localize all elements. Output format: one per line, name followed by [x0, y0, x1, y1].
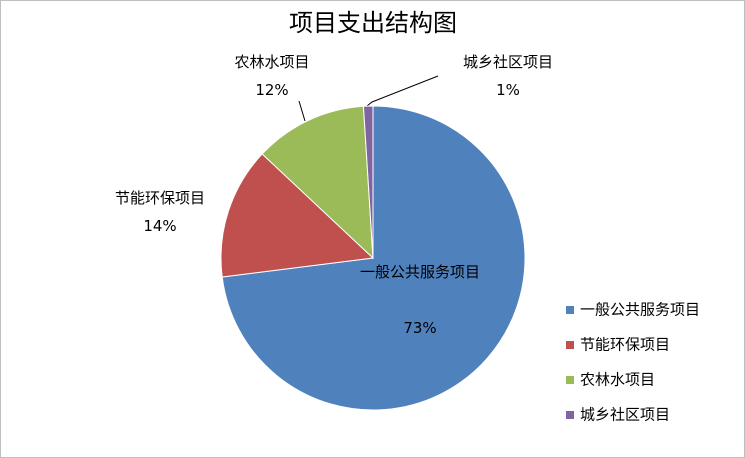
slice-label: 农林水项目 — [234, 53, 310, 71]
slice-label: 节能环保项目 — [114, 189, 205, 207]
legend-swatch — [566, 341, 574, 349]
legend-label: 城乡社区项目 — [580, 406, 670, 424]
legend-swatch — [566, 306, 574, 314]
leader-line — [298, 100, 306, 122]
legend-label: 农林水项目 — [580, 371, 655, 389]
slice-value-label: 14% — [143, 217, 177, 235]
slice-value-label: 12% — [255, 81, 289, 99]
leader-line — [366, 75, 439, 107]
legend-swatch — [566, 411, 574, 419]
pie-slice — [261, 105, 374, 260]
slice-label: 一般公共服务项目 — [359, 263, 480, 281]
pie-slice — [220, 153, 375, 278]
chart-title: 项目支出结构图 — [289, 9, 457, 37]
slice-value-label: 73% — [403, 319, 437, 337]
legend-swatch — [566, 376, 574, 384]
pie-slice — [362, 105, 374, 259]
slice-value-label: 1% — [496, 81, 520, 99]
legend-label: 节能环保项目 — [580, 336, 670, 354]
legend-label: 一般公共服务项目 — [580, 301, 700, 319]
slice-label: 城乡社区项目 — [462, 53, 553, 71]
